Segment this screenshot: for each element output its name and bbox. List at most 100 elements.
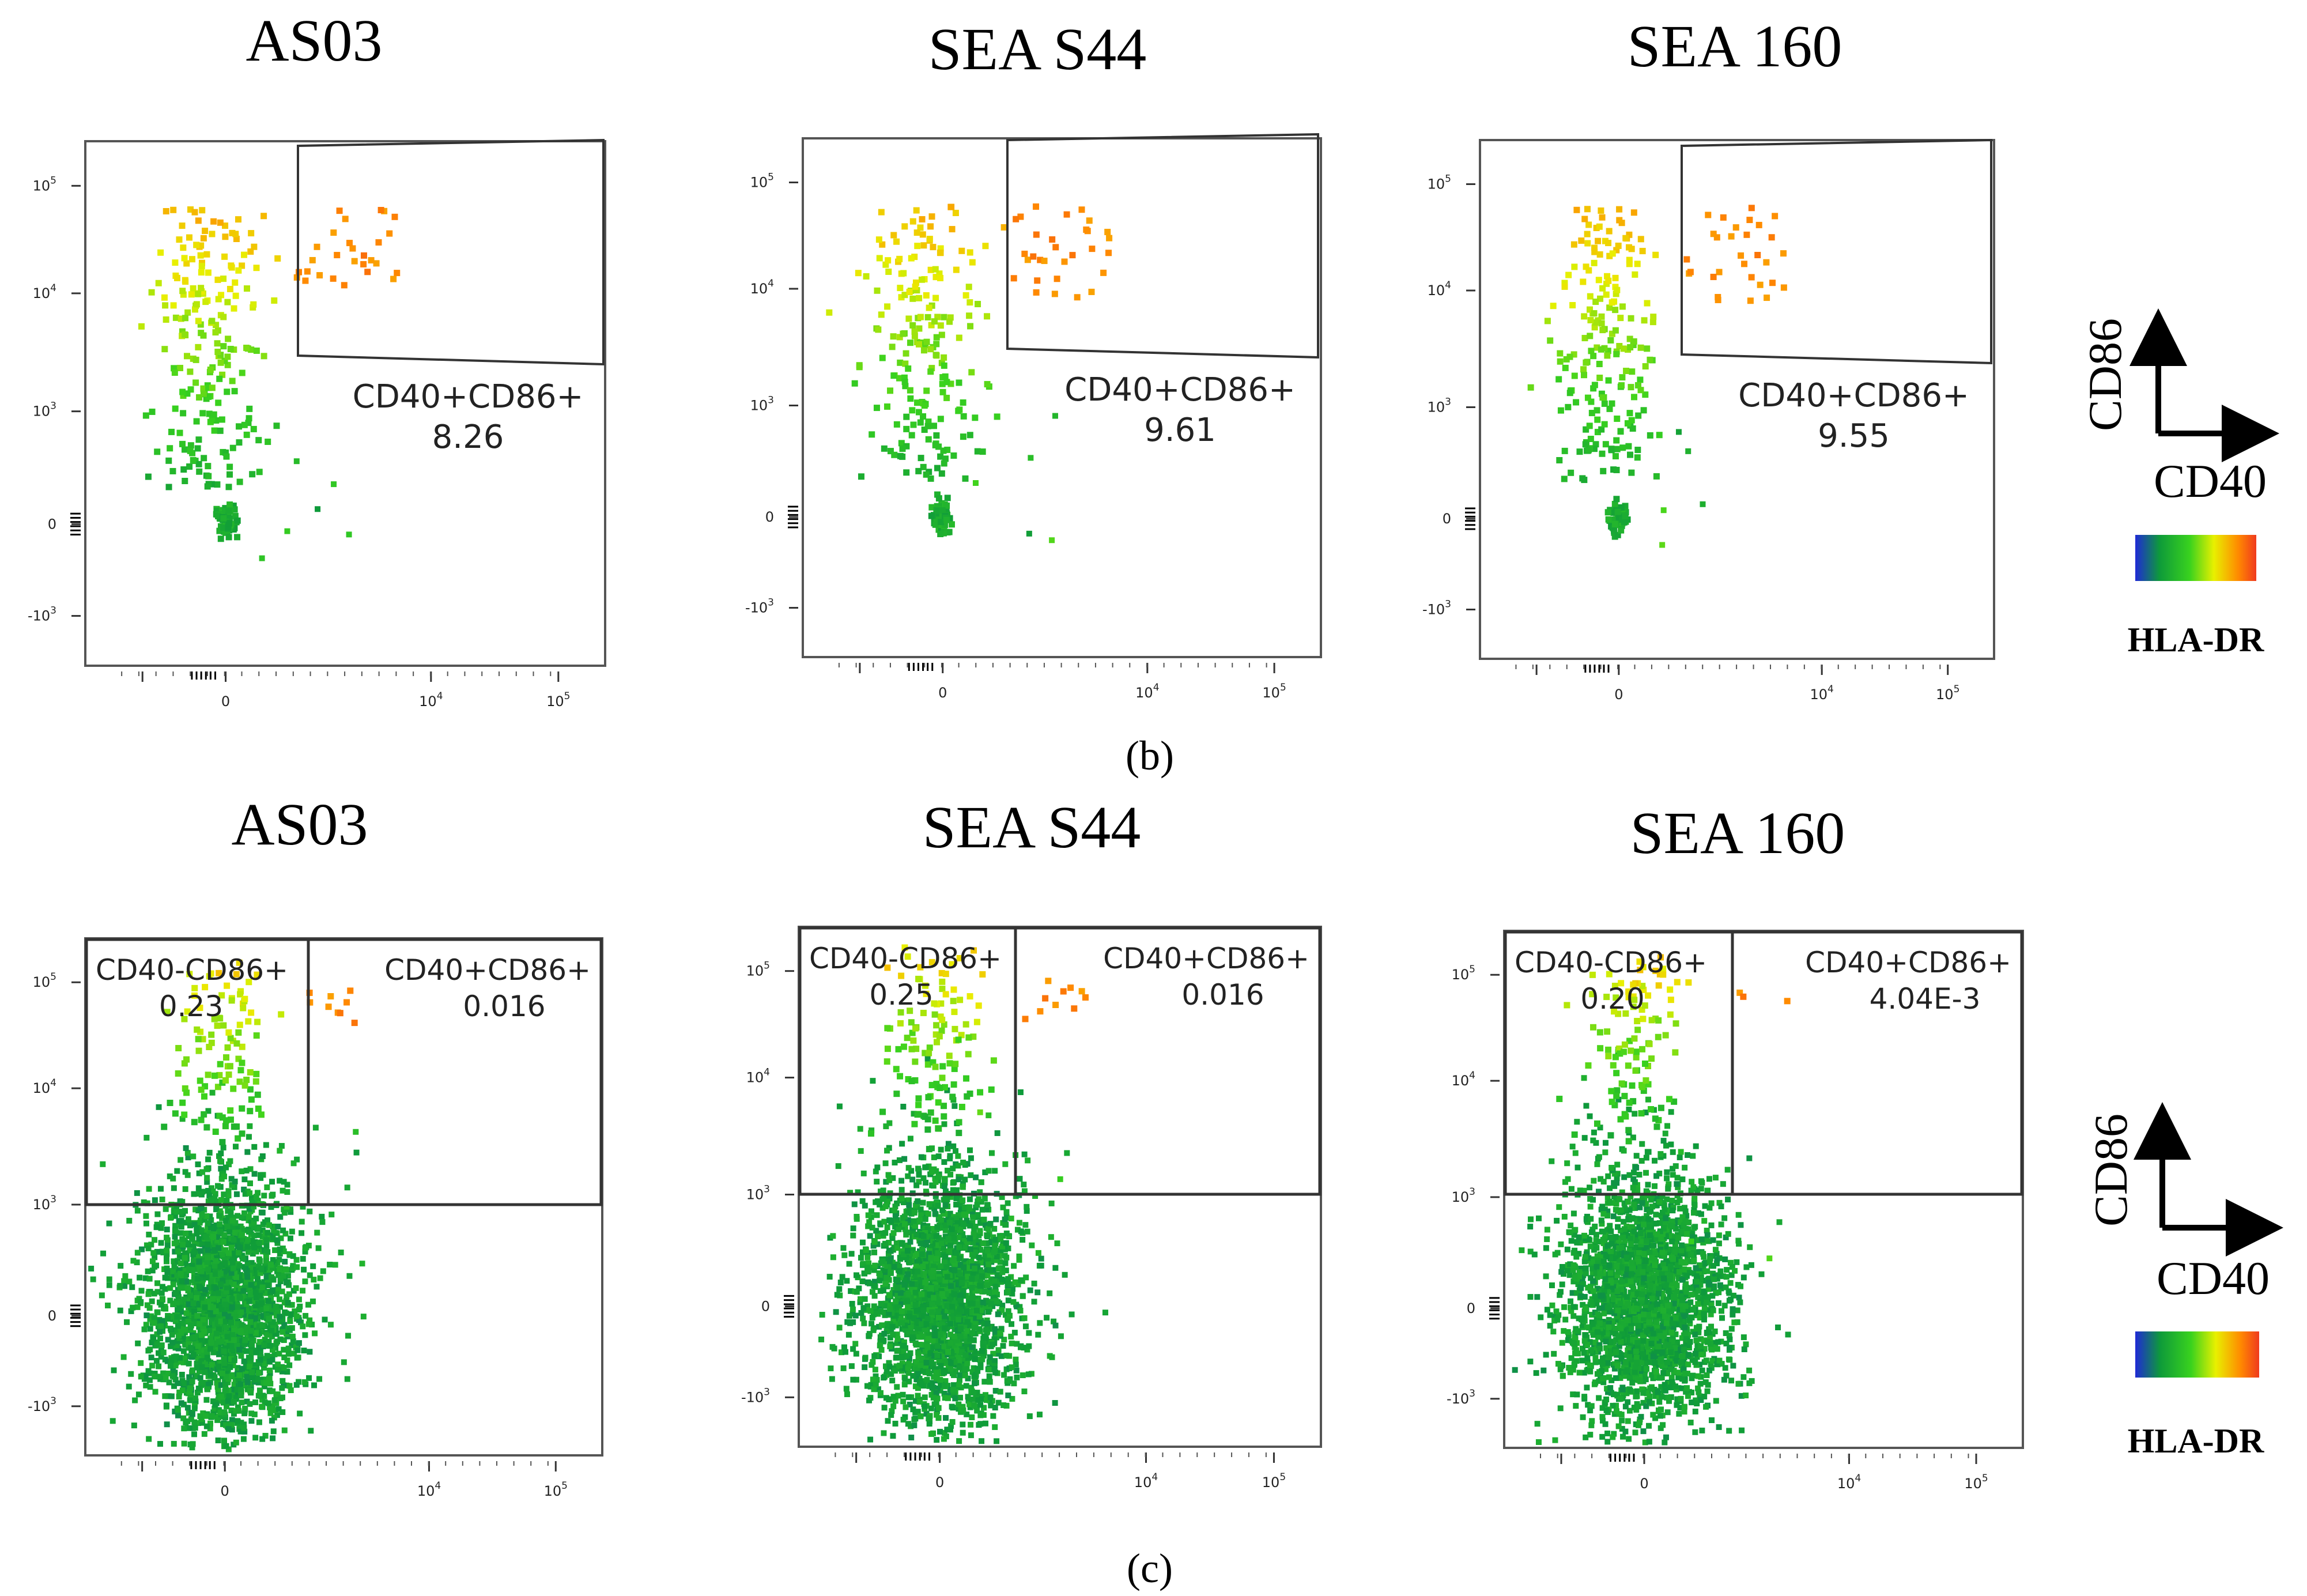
cell-point (1610, 525, 1617, 532)
cell-point (225, 1306, 232, 1312)
cell-point (973, 1174, 979, 1180)
y-tick-label: 103 (750, 395, 774, 414)
cell-point (191, 1405, 198, 1412)
cell-point (142, 1275, 149, 1281)
y-tick-label: 105 (1428, 173, 1451, 193)
cell-point (1595, 237, 1602, 244)
cell-point (846, 1261, 852, 1267)
cell-point (947, 314, 954, 321)
cell-point (273, 422, 280, 429)
cell-point (294, 1264, 300, 1270)
cell-point (271, 1310, 278, 1316)
cell-point (220, 276, 227, 282)
cell-point (290, 1160, 297, 1167)
cell-point (302, 1248, 308, 1255)
cell-point (1581, 313, 1588, 320)
cell-point (884, 303, 891, 310)
cell-point (217, 1409, 224, 1416)
cell-point (913, 279, 920, 286)
cell-point (867, 1233, 873, 1239)
cell-point (901, 223, 908, 230)
cell-point (928, 1225, 935, 1232)
cell-point (907, 1350, 913, 1356)
cell-point (198, 1359, 204, 1365)
cell-point (1069, 252, 1076, 259)
cell-point (1748, 205, 1755, 212)
cell-point (184, 390, 191, 397)
cell-point (147, 1326, 153, 1332)
cell-point (886, 1240, 892, 1246)
cell-point (280, 1227, 286, 1233)
cell-point (191, 1119, 198, 1126)
cell-point (208, 1031, 215, 1038)
cell-point (1041, 258, 1048, 265)
cell-point (267, 1406, 274, 1412)
cell-point (190, 1258, 197, 1265)
cell-point (222, 1280, 229, 1286)
cell-point (267, 1388, 273, 1394)
cell-point (1710, 231, 1717, 237)
cell-point (224, 1240, 230, 1246)
cell-point (239, 1322, 245, 1328)
cell-point (931, 1154, 937, 1160)
cell-point (212, 1413, 218, 1420)
cell-point (235, 1055, 242, 1062)
cell-point (202, 1262, 209, 1268)
cell-point (1595, 277, 1602, 284)
cell-point (939, 1352, 946, 1358)
cell-point (191, 1221, 198, 1228)
cell-point (920, 242, 927, 249)
cell-point (979, 448, 986, 455)
cell-point (961, 1324, 968, 1330)
cell-point (219, 1114, 226, 1121)
cell-point (850, 1376, 856, 1383)
cell-point (243, 1301, 250, 1307)
cell-point (219, 371, 226, 378)
cell-point (214, 1417, 221, 1423)
cell-point (199, 1169, 206, 1175)
cell-point (182, 315, 189, 322)
cell-point (134, 1250, 141, 1256)
cell-point (261, 1193, 267, 1199)
cell-point (923, 471, 930, 478)
cell-point (240, 1005, 247, 1012)
cell-point (221, 1360, 228, 1366)
cell-point (307, 999, 314, 1006)
cell-point (949, 1403, 955, 1410)
cell-point (220, 1144, 226, 1150)
cell-point (202, 1304, 208, 1311)
cell-point (223, 1054, 230, 1061)
cell-point (187, 1397, 193, 1403)
cell-point (988, 1276, 994, 1282)
cell-point (148, 1242, 154, 1248)
cell-point (892, 1212, 898, 1218)
cell-point (932, 442, 939, 448)
cell-point (1613, 466, 1620, 473)
cell-point (186, 1266, 192, 1273)
cell-point (1587, 436, 1594, 443)
cell-point (241, 1082, 248, 1089)
cell-point (923, 338, 930, 345)
plot-title: AS03 (246, 7, 383, 74)
cell-point (988, 1257, 994, 1263)
y-tick-label: 103 (33, 1194, 56, 1213)
cell-point (251, 1312, 258, 1318)
cell-point (914, 243, 921, 250)
cell-point (302, 277, 309, 284)
cell-point (224, 982, 231, 989)
cell-point (920, 1222, 926, 1228)
cell-point (923, 1179, 929, 1186)
cell-point (309, 256, 316, 263)
cell-point (223, 1288, 229, 1295)
cell-point (178, 1224, 184, 1230)
cell-point (1647, 432, 1653, 439)
cell-point (235, 1213, 241, 1219)
cell-point (942, 455, 949, 462)
cell-point (198, 263, 205, 270)
cell-point (877, 1221, 883, 1228)
x-tick-label: 105 (546, 691, 570, 710)
cell-point (180, 410, 187, 417)
cell-point (241, 1425, 247, 1431)
y-tick-label: 105 (750, 172, 774, 191)
cell-point (1612, 274, 1619, 281)
